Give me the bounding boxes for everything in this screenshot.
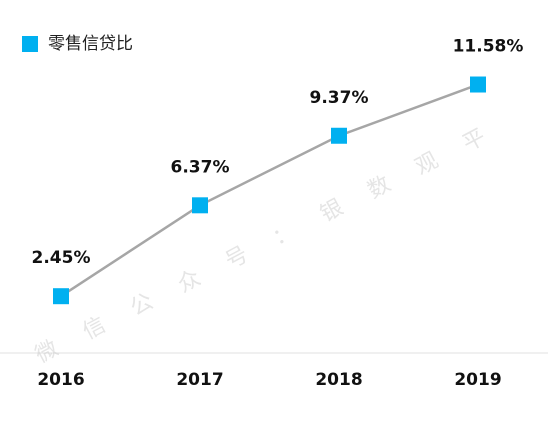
- x-tick-label: 2016: [37, 370, 84, 390]
- series-line: [60, 83, 479, 298]
- data-label-2019: 11.58%: [453, 37, 524, 57]
- data-point-2018: [331, 127, 347, 144]
- series-layer: [53, 76, 486, 305]
- data-point-2017: [192, 197, 208, 214]
- data-point-2019: [470, 76, 486, 93]
- x-tick-label: 2019: [454, 370, 501, 390]
- watermark-char: 公: [126, 289, 157, 321]
- watermark-char: 数: [364, 172, 395, 204]
- watermark-char: 平: [459, 125, 490, 157]
- watermark-char: 众: [174, 266, 205, 298]
- data-label-2017: 6.37%: [171, 157, 230, 177]
- watermark-char: ：: [269, 219, 300, 251]
- data-label-2016: 2.45%: [32, 248, 91, 268]
- watermark-char: 信: [79, 313, 110, 345]
- x-tick-label: 2017: [176, 370, 223, 390]
- data-point-2016: [53, 288, 69, 305]
- x-tick-label: 2018: [315, 370, 362, 390]
- legend-swatch-icon: [22, 36, 38, 52]
- watermark-char: 银: [316, 195, 347, 227]
- legend: 零售信贷比: [22, 34, 133, 54]
- watermark-char: 号: [221, 242, 252, 274]
- data-label-2018: 9.37%: [310, 88, 369, 108]
- legend-label: 零售信贷比: [48, 34, 133, 54]
- labels-layer: 2.45% 6.37% 9.37% 11.58%: [32, 37, 524, 269]
- watermark-char: 微: [31, 336, 62, 368]
- x-tick-labels: 2016 2017 2018 2019: [37, 370, 501, 390]
- watermark-char: 观: [411, 148, 442, 180]
